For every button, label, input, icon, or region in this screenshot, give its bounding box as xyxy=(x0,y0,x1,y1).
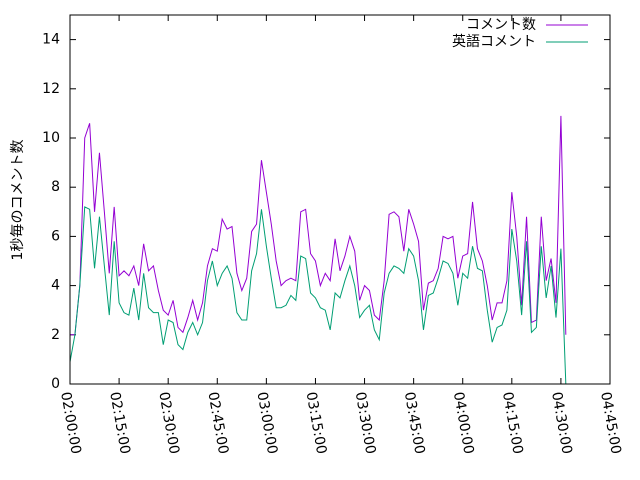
legend-label: 英語コメント xyxy=(452,33,536,50)
plot-frame xyxy=(69,14,611,385)
legend-label: コメント数 xyxy=(466,17,536,33)
x-tick-label: 02:30:00 xyxy=(155,391,182,456)
x-tick-label: 04:00:00 xyxy=(450,391,477,456)
y-tick-label: 2 xyxy=(51,327,60,343)
x-tick-label: 02:15:00 xyxy=(106,391,133,456)
y-axis-label: 1秒毎のコメント数 xyxy=(10,140,26,261)
y-tick-label: 12 xyxy=(42,81,60,97)
x-tick-label: 03:30:00 xyxy=(352,391,379,456)
y-tick-label: 10 xyxy=(42,130,60,146)
y-tick-label: 0 xyxy=(51,376,60,392)
x-tick-label: 03:45:00 xyxy=(401,391,428,456)
series-line xyxy=(69,206,567,385)
y-tick-label: 14 xyxy=(42,32,60,48)
x-tick-label: 04:45:00 xyxy=(597,391,624,456)
y-tick-label: 6 xyxy=(51,228,60,244)
x-tick-label: 04:30:00 xyxy=(548,391,575,456)
x-tick-label: 03:00:00 xyxy=(253,391,280,456)
series-line xyxy=(70,115,567,336)
y-tick-label: 4 xyxy=(51,278,60,294)
x-tick-label: 02:00:00 xyxy=(57,391,84,456)
x-tick-label: 02:45:00 xyxy=(204,391,231,456)
x-tick-label: 04:15:00 xyxy=(499,391,526,456)
y-tick-label: 8 xyxy=(51,179,60,195)
x-tick-label: 03:15:00 xyxy=(303,391,330,456)
